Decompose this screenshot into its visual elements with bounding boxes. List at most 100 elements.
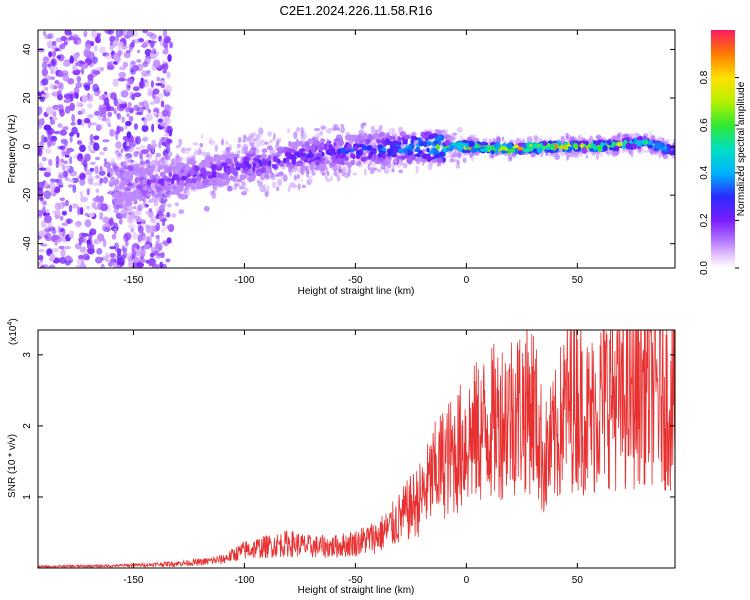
heatmap-cell <box>636 136 641 142</box>
heatmap-cell <box>616 142 623 147</box>
heatmap-cell <box>479 147 487 152</box>
heatmap-cell <box>265 157 271 162</box>
heatmap-cell <box>334 125 337 131</box>
heatmap-cell <box>104 53 113 60</box>
heatmap-cell <box>378 147 382 153</box>
heatmap-cell <box>49 253 56 262</box>
heatmap-cell <box>59 231 63 237</box>
heatmap-cell <box>149 252 155 258</box>
heatmap-cell <box>122 165 127 173</box>
heatmap-cell <box>151 48 157 55</box>
heatmap-cell <box>119 103 128 109</box>
heatmap-cell <box>95 188 100 193</box>
heatmap-cell <box>141 218 146 225</box>
heatmap-cell <box>110 158 116 163</box>
heatmap-cell <box>115 131 119 141</box>
heatmap-cell <box>277 137 282 143</box>
heatmap-cell <box>149 101 156 106</box>
heatmap-cell <box>271 164 276 169</box>
heatmap-cell <box>235 178 243 183</box>
heatmap-cell <box>407 149 411 156</box>
heatmap-cell <box>81 232 89 237</box>
heatmap-cell <box>82 159 88 168</box>
heatmap-cell <box>539 142 543 148</box>
heatmap-cell <box>166 211 171 218</box>
heatmap-cell <box>275 151 280 160</box>
heatmap-cell <box>462 157 467 164</box>
heatmap-cell <box>296 174 300 180</box>
heatmap-cell <box>526 146 534 152</box>
heatmap-cell <box>473 144 480 149</box>
heatmap-cell <box>123 233 129 242</box>
heatmap-cell <box>113 60 118 65</box>
heatmap-cell <box>115 30 123 38</box>
heatmap-cell <box>38 106 43 115</box>
heatmap-cell <box>63 98 72 104</box>
svg-text:(x104): (x104) <box>7 318 19 345</box>
heatmap-cell <box>267 131 273 137</box>
heatmap-cell <box>290 148 296 153</box>
heatmap-cell <box>92 56 98 64</box>
heatmap-cell <box>300 165 306 169</box>
heatmap-cell <box>226 167 230 175</box>
heatmap-cell <box>647 144 654 149</box>
heatmap-cell <box>493 144 497 148</box>
heatmap-cell <box>127 101 132 108</box>
heatmap-cell <box>94 241 101 245</box>
heatmap-cell <box>95 256 103 264</box>
heatmap-cell <box>155 183 162 188</box>
heatmap-cell <box>432 133 436 137</box>
heatmap-cell <box>38 181 45 191</box>
heatmap-cell <box>116 125 121 135</box>
heatmap-cell <box>549 143 556 151</box>
heatmap-cell <box>38 249 45 253</box>
heatmap-cell <box>448 135 455 142</box>
heatmap-cell <box>259 185 266 193</box>
heatmap-cell <box>144 167 150 174</box>
heatmap-cell <box>325 148 333 156</box>
heatmap-cell <box>149 33 157 40</box>
heatmap-cell <box>203 205 210 212</box>
heatmap-cell <box>202 151 208 157</box>
heatmap-cell <box>124 124 128 130</box>
heatmap-cell <box>252 163 256 168</box>
heatmap-cell <box>114 185 118 193</box>
heatmap-cell <box>45 106 54 115</box>
heatmap-cell <box>106 64 115 71</box>
spectrogram-y-ticks: -40 -20 0 20 40 <box>22 43 675 251</box>
heatmap-cell <box>134 168 141 174</box>
heatmap-cell <box>473 137 478 142</box>
heatmap-cell <box>336 150 341 155</box>
heatmap-cell <box>140 205 146 209</box>
heatmap-cell <box>142 42 147 48</box>
heatmap-cell <box>44 86 49 91</box>
heatmap-cell <box>155 255 162 259</box>
heatmap-cell <box>662 154 669 160</box>
heatmap-cell <box>110 176 116 180</box>
heatmap-cell <box>111 167 115 173</box>
heatmap-cell <box>214 144 218 152</box>
heatmap-cell <box>315 156 320 160</box>
heatmap-cell <box>204 155 212 161</box>
heatmap-cell <box>258 127 264 136</box>
heatmap-cell <box>314 166 319 171</box>
heatmap-cell <box>158 141 162 149</box>
heatmap-cell <box>58 44 62 52</box>
heatmap-cell <box>390 153 398 158</box>
heatmap-cell <box>443 155 450 159</box>
heatmap-cell <box>134 38 140 44</box>
heatmap-cell <box>53 130 61 135</box>
heatmap-cell <box>165 37 170 44</box>
heatmap-cell <box>277 146 283 151</box>
spectrogram-y-tick-label: -20 <box>22 187 33 202</box>
heatmap-cell <box>481 142 489 146</box>
heatmap-cell <box>105 252 109 260</box>
heatmap-cell <box>134 177 139 184</box>
heatmap-cell <box>256 154 262 159</box>
heatmap-cell <box>155 241 160 248</box>
heatmap-cell <box>377 152 382 158</box>
heatmap-cell <box>116 264 121 268</box>
heatmap-cell <box>41 93 45 98</box>
heatmap-cell <box>223 167 227 172</box>
heatmap-cell <box>177 157 183 161</box>
